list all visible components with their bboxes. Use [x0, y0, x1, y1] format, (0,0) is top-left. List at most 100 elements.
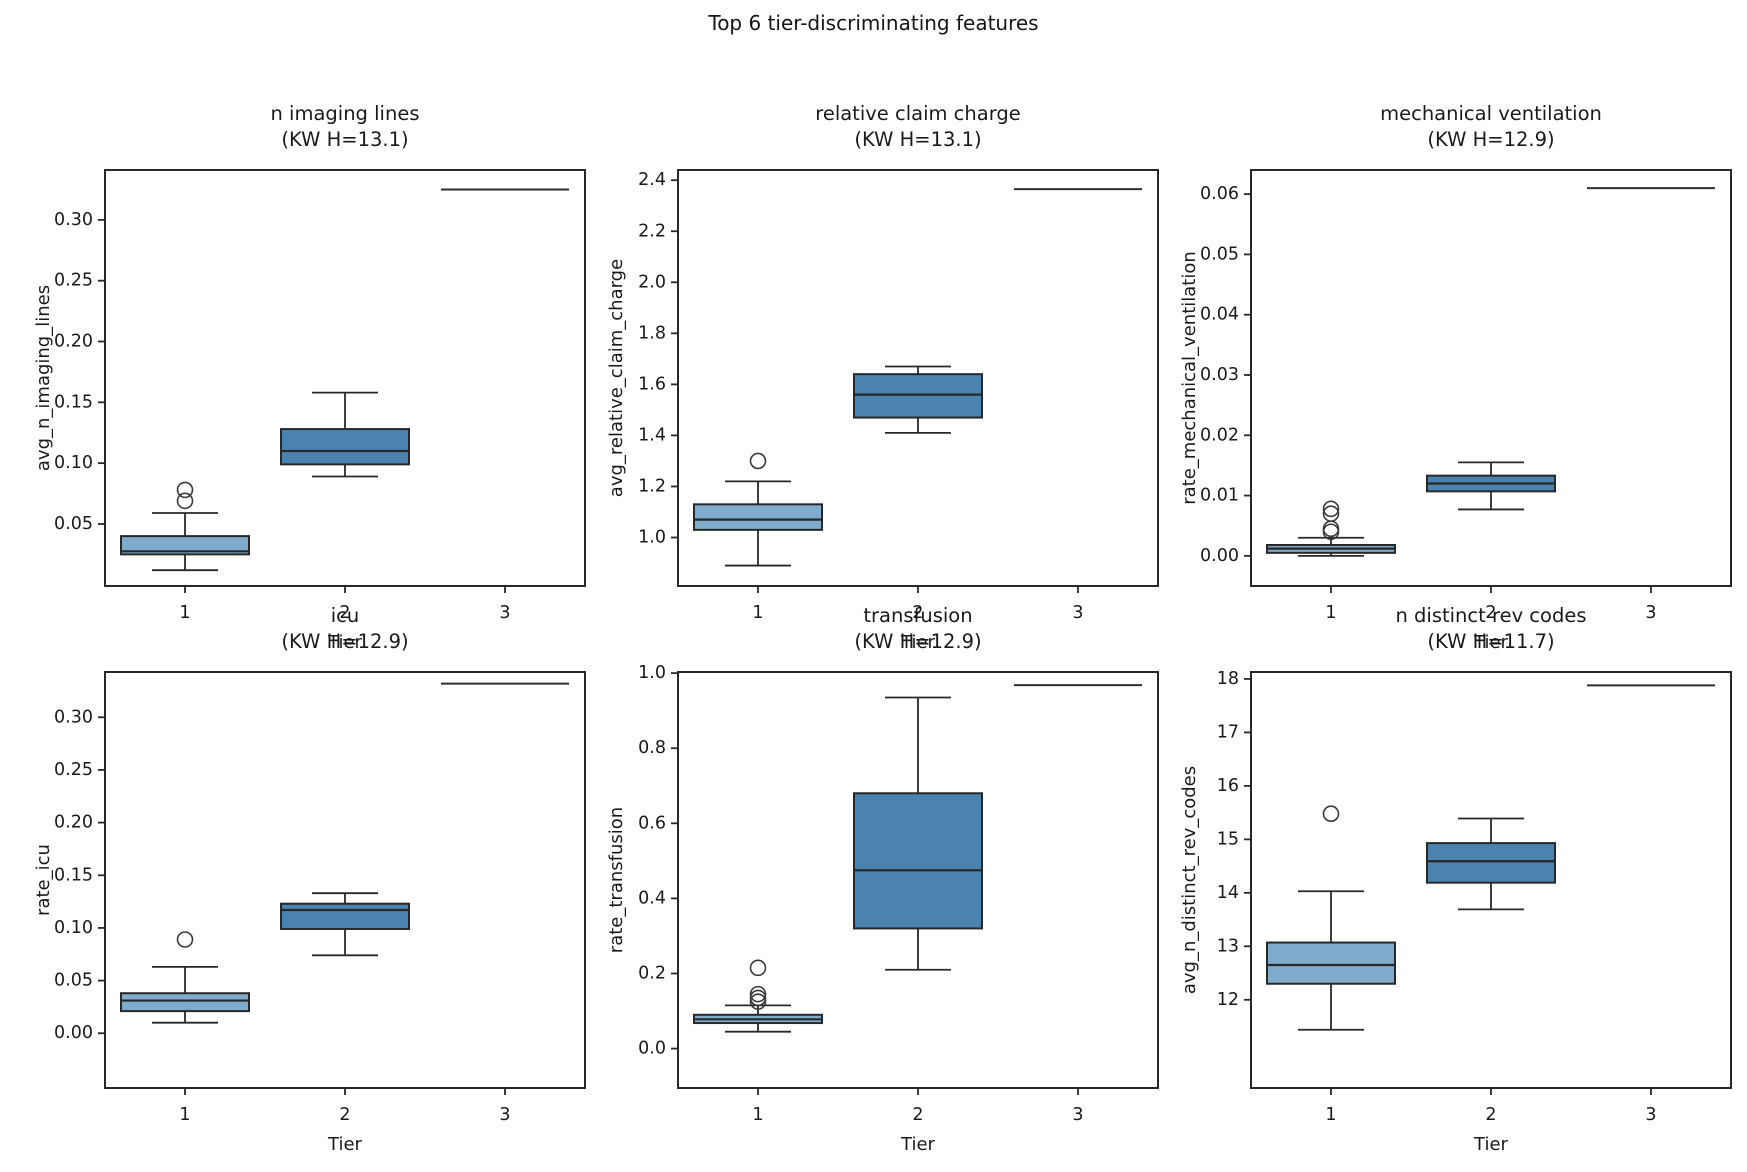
- axes-border: [104, 671, 586, 1089]
- y-tick-label: 2.2: [638, 221, 666, 241]
- box-tier-2: [853, 696, 983, 971]
- y-axis-label: avg_n_imaging_lines: [33, 285, 54, 471]
- x-tick-label: 3: [1072, 1105, 1083, 1125]
- y-tick-label: 15: [1217, 829, 1239, 849]
- x-tick-label: 2: [1485, 1105, 1496, 1125]
- y-tick-label: 1.0: [638, 663, 666, 683]
- x-tick-label: 3: [1645, 603, 1656, 623]
- y-tick-label: 12: [1217, 990, 1239, 1010]
- y-tick-label: 1.4: [638, 425, 666, 445]
- box-tier-1: [1266, 805, 1396, 1031]
- y-tick-label: 0.30: [54, 210, 93, 230]
- y-tick-label: 2.4: [638, 170, 666, 190]
- y-tick-label: 0.15: [54, 392, 93, 412]
- y-tick-label: 0.15: [54, 865, 93, 885]
- y-tick-label: 18: [1217, 669, 1239, 689]
- box-tier-1: [693, 452, 823, 567]
- iqr-box: [693, 503, 823, 531]
- box-tier-2: [280, 892, 410, 957]
- y-tick-label: 0.06: [1200, 184, 1239, 204]
- iqr-box: [280, 428, 410, 466]
- x-tick-label: 2: [1485, 603, 1496, 623]
- figure-suptitle: Top 6 tier-discriminating features: [708, 11, 1039, 35]
- iqr-box: [280, 902, 410, 930]
- subplot-title: relative claim charge: [815, 102, 1021, 125]
- iqr-box: [1266, 941, 1396, 985]
- x-axis-label: Tier: [900, 632, 936, 653]
- x-tick-label: 1: [1325, 603, 1336, 623]
- box-tier-2: [853, 365, 983, 434]
- y-axis-label: rate_transfusion: [606, 807, 627, 953]
- x-tick-label: 2: [339, 1105, 350, 1125]
- iqr-box: [853, 792, 983, 930]
- y-tick-label: 0.04: [1200, 305, 1239, 325]
- y-tick-label: 0.8: [638, 738, 666, 758]
- y-axis-label: rate_icu: [33, 844, 54, 916]
- outlier-point: [749, 993, 767, 1010]
- box-tier-2: [1426, 461, 1556, 511]
- subplot-title: n imaging lines: [270, 102, 419, 125]
- y-tick-label: 16: [1217, 776, 1239, 796]
- y-tick-label: 1.8: [638, 323, 666, 343]
- subplot-3-mechanical-ventilation: 0.00 0.01 0.02 0.03 0.04 0.05 0.06 1 2 3 Tier rate_…: [1179, 102, 1732, 653]
- subplot-1-n-imaging-lines: 0.05 0.10 0.15 0.20 0.25 0.30 1 2 3 Tier avg_n_ima…: [33, 102, 586, 653]
- y-tick-label: 0.10: [54, 918, 93, 938]
- outlier-point: [176, 931, 194, 948]
- y-axis-label: rate_mechanical_ventilation: [1179, 251, 1200, 505]
- subplot-5-transfusion: 0.0 0.2 0.4 0.6 0.8 1.0 1 2 3 Tier rate_transfusio…: [606, 604, 1159, 1155]
- outlier-point: [749, 452, 767, 470]
- y-tick-label: 0.03: [1200, 365, 1239, 385]
- x-tick-label: 1: [752, 1105, 763, 1125]
- y-tick-label: 0.00: [54, 1023, 93, 1043]
- axes-border: [1250, 169, 1732, 587]
- x-tick-label: 3: [499, 1105, 510, 1125]
- x-axis-label: Tier: [1473, 1134, 1509, 1155]
- axes-border: [104, 169, 586, 587]
- y-tick-label: 0.0: [638, 1039, 666, 1059]
- subplot-title: transfusion: [863, 604, 972, 627]
- y-tick-label: 0.02: [1200, 425, 1239, 445]
- iqr-box: [1426, 842, 1556, 884]
- x-tick-label: 2: [912, 1105, 923, 1125]
- x-tick-label: 1: [1325, 1105, 1336, 1125]
- box-tier-1: [1266, 500, 1396, 557]
- x-tick-label: 2: [912, 603, 923, 623]
- x-tick-label: 1: [179, 1105, 190, 1125]
- box-tier-1: [693, 959, 823, 1033]
- outlier-point: [1322, 505, 1340, 522]
- y-axis-label: avg_n_distinct_rev_codes: [1179, 766, 1200, 994]
- box-tier-1: [120, 481, 250, 572]
- subplot-4-icu: 0.00 0.05 0.10 0.15 0.20 0.25 0.30 1 2 3 Tier rate_…: [33, 604, 586, 1155]
- subplot-subtitle: (KW H=12.9): [281, 630, 408, 653]
- x-tick-label: 3: [1072, 603, 1083, 623]
- x-axis-label: Tier: [900, 1134, 936, 1155]
- subplot-subtitle: (KW H=13.1): [281, 128, 408, 151]
- box-tier-1: [120, 931, 250, 1024]
- y-tick-label: 1.0: [638, 528, 666, 548]
- outlier-point: [1322, 500, 1340, 518]
- subplot-subtitle: (KW H=11.7): [1427, 630, 1554, 653]
- y-tick-label: 17: [1217, 722, 1239, 742]
- y-tick-label: 13: [1217, 936, 1239, 956]
- x-tick-label: 3: [499, 603, 510, 623]
- y-tick-label: 0.6: [638, 813, 666, 833]
- subplot-subtitle: (KW H=12.9): [854, 630, 981, 653]
- y-tick-label: 0.05: [54, 971, 93, 991]
- x-tick-label: 3: [1645, 1105, 1656, 1125]
- box-tier-2: [280, 391, 410, 478]
- y-tick-label: 0.4: [638, 888, 666, 908]
- subplot-title: icu: [331, 604, 360, 627]
- outlier-point: [1322, 805, 1340, 822]
- y-tick-label: 0.00: [1200, 546, 1239, 566]
- y-tick-label: 0.25: [54, 271, 93, 291]
- y-tick-label: 0.20: [54, 813, 93, 833]
- outlier-point: [749, 985, 767, 1003]
- y-tick-label: 0.01: [1200, 486, 1239, 506]
- outlier-point: [749, 959, 767, 977]
- y-tick-label: 0.10: [54, 453, 93, 473]
- x-axis-label: Tier: [327, 1134, 363, 1155]
- subplot-title: n distinct rev codes: [1395, 604, 1586, 627]
- x-axis-label: Tier: [1473, 632, 1509, 653]
